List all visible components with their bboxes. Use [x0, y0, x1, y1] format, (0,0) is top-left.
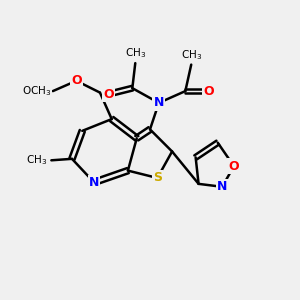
Text: O: O: [204, 85, 214, 98]
Text: CH$_3$: CH$_3$: [125, 46, 146, 60]
Text: CH$_3$: CH$_3$: [181, 48, 202, 62]
Text: S: S: [153, 172, 162, 184]
Text: O: O: [103, 88, 114, 100]
Text: O: O: [229, 160, 239, 173]
Text: O: O: [71, 74, 82, 87]
Text: N: N: [217, 180, 227, 193]
Text: CH$_3$: CH$_3$: [26, 153, 47, 167]
Text: N: N: [154, 96, 164, 110]
Text: N: N: [89, 176, 99, 189]
Text: OCH$_3$: OCH$_3$: [22, 84, 51, 98]
